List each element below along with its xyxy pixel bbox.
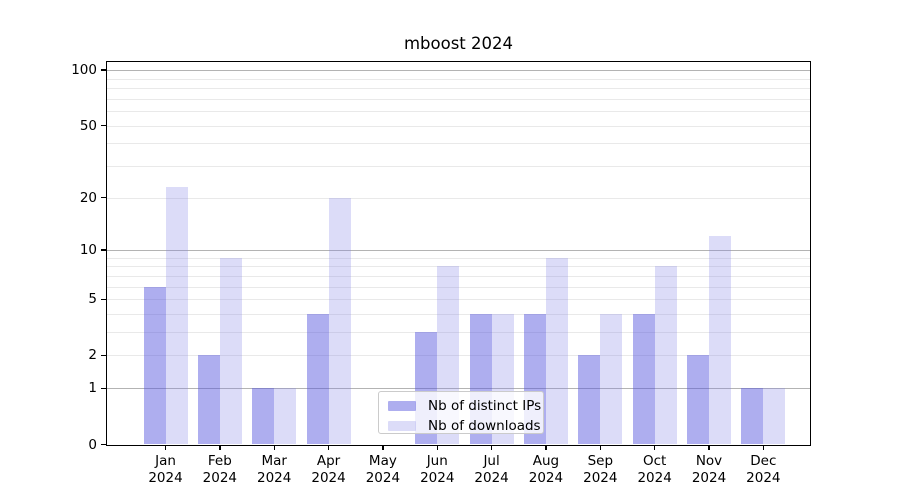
x-tick-mark — [599, 444, 601, 450]
x-tick-mark — [708, 444, 710, 450]
major-gridline — [107, 249, 810, 251]
y-tick-mark — [101, 124, 107, 127]
minor-gridline — [107, 143, 810, 145]
y-tick-mark — [101, 298, 107, 300]
y-tick-label: 10 — [79, 241, 97, 258]
bar-downloads-sep — [600, 313, 623, 445]
y-tick-mark — [101, 387, 107, 389]
minor-gridline — [107, 313, 810, 315]
minor-gridline — [107, 266, 810, 268]
y-tick-label: 1 — [88, 380, 97, 397]
minor-gridline — [107, 111, 810, 112]
bar-ips-apr — [306, 313, 329, 445]
minor-gridline — [107, 275, 810, 277]
y-tick-label: 20 — [79, 189, 97, 206]
minor-gridline — [107, 299, 810, 301]
x-tick-label: Sep 2024 — [583, 452, 618, 486]
bar-ips-jan — [143, 286, 166, 445]
bar-downloads-oct — [654, 266, 677, 445]
legend-swatch-downloads-icon — [388, 420, 416, 432]
minor-gridline — [107, 165, 810, 167]
bar-downloads-nov — [709, 236, 731, 445]
legend: Nb of distinct IPs Nb of downloads — [378, 391, 544, 434]
x-tick-mark — [491, 444, 493, 450]
x-tick-mark — [219, 444, 221, 450]
x-tick-mark — [762, 444, 765, 450]
x-tick-mark — [164, 444, 167, 450]
bar-ips-feb — [197, 355, 220, 445]
bar-downloads-apr — [328, 197, 351, 445]
bar-downloads-dec — [763, 388, 786, 445]
x-tick-label: Oct 2024 — [637, 452, 672, 486]
minor-gridline — [107, 332, 810, 334]
legend-label-downloads: Nb of downloads — [428, 418, 541, 434]
legend-label-ips: Nb of distinct IPs — [428, 398, 542, 414]
major-gridline — [107, 70, 810, 72]
plot-area — [106, 61, 811, 446]
minor-gridline — [107, 197, 810, 199]
x-tick-label: Feb 2024 — [202, 452, 238, 486]
y-tick-label: 100 — [71, 62, 97, 79]
x-tick-label: Nov 2024 — [691, 452, 727, 486]
bar-ips-mar — [252, 388, 275, 445]
x-tick-label: Jun 2024 — [420, 452, 455, 486]
y-tick-mark — [101, 354, 107, 357]
bar-ips-nov — [687, 355, 709, 445]
y-tick-label: 2 — [88, 347, 97, 364]
bar-downloads-jan — [165, 186, 188, 445]
x-tick-label: Jan 2024 — [148, 452, 183, 486]
legend-item-downloads: Nb of downloads — [388, 418, 543, 434]
x-tick-mark — [327, 444, 330, 450]
bar-downloads-feb — [219, 257, 242, 445]
x-tick-label: Jul 2024 — [474, 452, 509, 486]
x-tick-mark — [545, 444, 547, 450]
bar-ips-sep — [578, 355, 601, 445]
minor-gridline — [107, 257, 810, 259]
y-tick-label: 5 — [88, 291, 97, 308]
x-tick-mark — [382, 444, 384, 450]
bar-downloads-aug — [545, 257, 568, 445]
x-tick-label: May 2024 — [365, 452, 401, 486]
minor-gridline — [107, 355, 810, 357]
bar-downloads-mar — [274, 388, 297, 445]
minor-gridline — [107, 125, 810, 127]
y-tick-label: 50 — [79, 117, 97, 134]
minor-gridline — [107, 286, 810, 288]
major-gridline — [107, 388, 810, 390]
y-tick-mark — [101, 69, 107, 71]
bar-ips-oct — [632, 313, 655, 445]
minor-gridline — [107, 78, 810, 80]
chart-title: mboost 2024 — [403, 34, 514, 53]
x-tick-label: Apr 2024 — [311, 452, 346, 486]
x-tick-mark — [654, 444, 656, 450]
legend-swatch-ips-icon — [388, 400, 416, 412]
y-tick-label: 0 — [88, 436, 97, 453]
x-tick-mark — [273, 444, 275, 450]
legend-item-ips: Nb of distinct IPs — [388, 398, 543, 414]
x-tick-mark — [436, 444, 438, 450]
x-tick-label: Dec 2024 — [746, 452, 781, 486]
x-tick-label: Aug 2024 — [528, 452, 564, 486]
x-tick-label: Mar 2024 — [257, 452, 292, 486]
y-tick-mark — [101, 443, 107, 446]
minor-gridline — [107, 87, 810, 89]
y-tick-mark — [101, 249, 107, 251]
y-tick-mark — [101, 196, 107, 199]
minor-gridline — [107, 98, 810, 100]
bar-ips-dec — [741, 388, 764, 445]
